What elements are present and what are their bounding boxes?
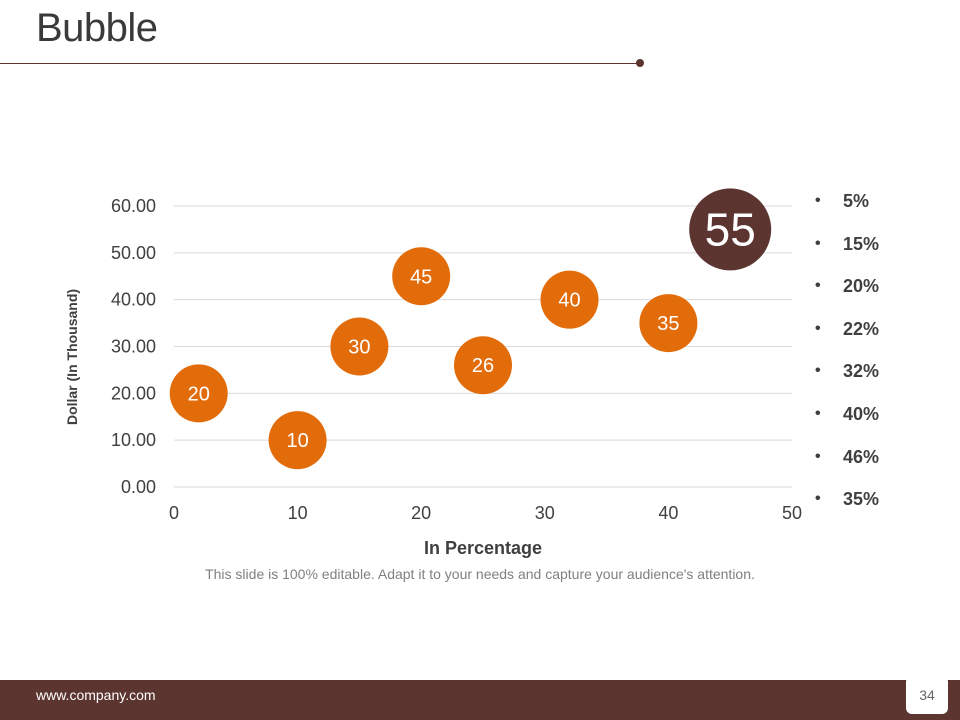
- footer-bar: www.company.com: [0, 680, 960, 720]
- y-tick-label: 0.00: [121, 477, 156, 497]
- x-axis-ticks: 0 10 20 30 40 50: [169, 503, 802, 523]
- y-tick-label: 10.00: [111, 430, 156, 450]
- legend-label: 15%: [843, 233, 880, 254]
- page-number: 34: [906, 676, 948, 714]
- slide-title: Bubble: [36, 6, 158, 50]
- y-tick-label: 20.00: [111, 383, 156, 403]
- bubbles: 20 10 30 45 26 40 35 55: [169, 188, 772, 470]
- legend-label: 46%: [843, 446, 880, 467]
- footer-url[interactable]: www.company.com: [36, 687, 156, 703]
- y-axis-label: Dollar (In Thousand): [64, 289, 80, 425]
- bullet-icon: •: [815, 192, 821, 209]
- bullet-icon: •: [815, 234, 821, 252]
- legend-label: 22%: [843, 318, 880, 339]
- bubble-label: 55: [705, 203, 756, 255]
- bubble[interactable]: [689, 188, 772, 271]
- legend-item: • 5%: [815, 188, 879, 231]
- legend: • 5% • 15% • 20% • 22% • 32% • 40% • 46% • 35%: [815, 188, 879, 529]
- bubble[interactable]: [169, 364, 228, 423]
- bubble[interactable]: [392, 247, 451, 306]
- bullet-icon: •: [815, 319, 821, 337]
- bubble[interactable]: [268, 411, 327, 470]
- bubble[interactable]: [639, 294, 698, 353]
- bullet-icon: •: [815, 447, 821, 465]
- bubble[interactable]: [330, 317, 389, 376]
- y-tick-label: 30.00: [111, 337, 156, 357]
- bullet-icon: •: [815, 490, 821, 508]
- bubble-label: 40: [558, 290, 580, 312]
- legend-item: • 32%: [815, 358, 879, 401]
- bubble-label: 26: [472, 355, 494, 377]
- legend-label: 32%: [843, 361, 880, 382]
- x-tick-label: 40: [658, 503, 678, 523]
- x-tick-label: 10: [288, 503, 308, 523]
- legend-label: 5%: [843, 191, 870, 211]
- legend-item: • 15%: [815, 231, 879, 274]
- bullet-icon: •: [815, 404, 821, 422]
- slide-caption: This slide is 100% editable. Adapt it to…: [205, 566, 755, 582]
- legend-label: 35%: [843, 489, 880, 510]
- legend-item: • 35%: [815, 486, 879, 529]
- bubble-label: 20: [188, 383, 210, 405]
- legend-item: • 22%: [815, 316, 879, 359]
- x-tick-label: 30: [535, 503, 555, 523]
- y-tick-label: 60.00: [111, 196, 156, 216]
- bubble-label: 45: [410, 266, 432, 288]
- bullet-icon: •: [815, 277, 821, 295]
- y-axis-ticks: 0.00 10.00 20.00 30.00 40.00 50.00 60.00: [111, 196, 156, 497]
- bubble-label: 30: [348, 337, 370, 359]
- bullet-icon: •: [815, 362, 821, 380]
- title-divider: [0, 63, 640, 64]
- bubble[interactable]: [540, 270, 599, 329]
- legend-label: 20%: [843, 276, 880, 297]
- legend-item: • 46%: [815, 444, 879, 487]
- y-tick-label: 40.00: [111, 290, 156, 310]
- bubble-label: 10: [286, 430, 308, 452]
- bubble[interactable]: [454, 336, 512, 395]
- x-tick-label: 0: [169, 503, 179, 523]
- y-tick-label: 50.00: [111, 243, 156, 263]
- title-divider-dot: [636, 59, 644, 67]
- x-tick-label: 50: [782, 503, 802, 523]
- x-tick-label: 20: [411, 503, 431, 523]
- bubble-label: 35: [657, 313, 679, 335]
- x-axis-label: In Percentage: [424, 538, 542, 558]
- legend-item: • 20%: [815, 273, 879, 316]
- legend-item: • 40%: [815, 401, 879, 444]
- legend-label: 40%: [843, 403, 880, 424]
